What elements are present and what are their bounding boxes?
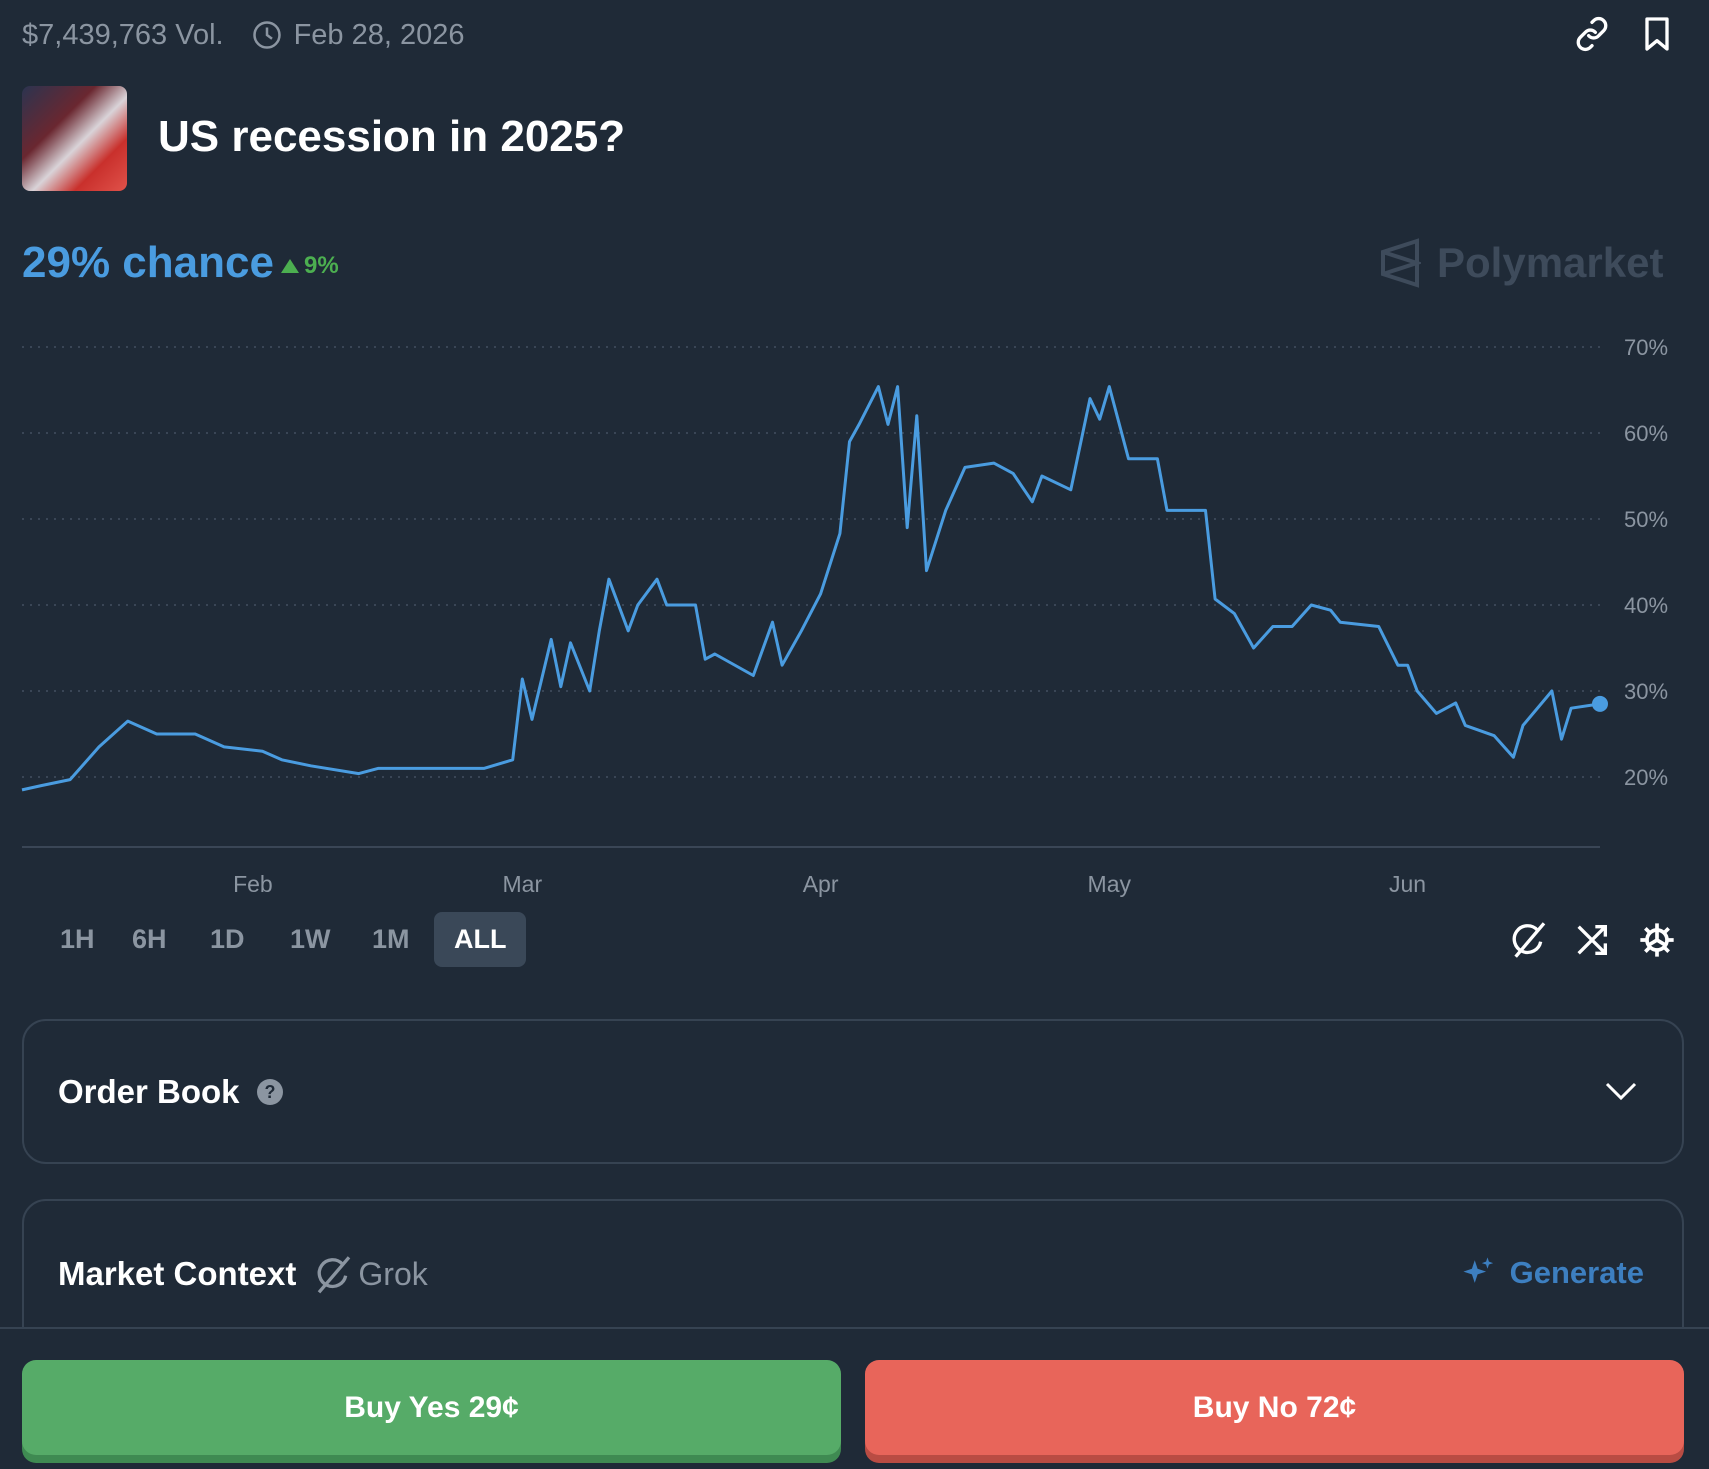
buy-no-button[interactable]: Buy No 72¢ — [865, 1360, 1684, 1455]
price-chart[interactable]: 70% 60% 50% 40% 30% 20% Feb Mar Apr May Jun — [0, 300, 1709, 900]
y-tick-label: 60% — [1624, 421, 1668, 446]
order-book-title: Order Book — [58, 1073, 240, 1110]
clock-icon — [252, 21, 281, 49]
market-context-title: Market Context — [58, 1255, 297, 1292]
grok-logo-icon — [317, 1256, 351, 1294]
generate-button[interactable]: Generate — [1462, 1255, 1644, 1291]
change-value: 9% — [304, 252, 339, 279]
grok-icon[interactable] — [1509, 920, 1549, 960]
link-icon[interactable] — [1572, 14, 1612, 54]
y-tick-label: 30% — [1624, 679, 1668, 704]
change-badge: 9% — [280, 252, 339, 280]
y-tick-label: 70% — [1624, 335, 1668, 360]
triangle-up-icon — [281, 259, 299, 273]
x-tick-label: Feb — [233, 871, 273, 897]
chevron-down-icon[interactable] — [1604, 1079, 1638, 1103]
volume: $7,439,763 Vol. — [22, 18, 224, 51]
chance-value: 29% chance — [22, 238, 274, 287]
brand-name: Polymarket — [1437, 239, 1664, 286]
y-tick-label: 20% — [1624, 765, 1668, 790]
range-all[interactable]: ALL — [434, 912, 527, 967]
x-tick-label: Mar — [503, 871, 543, 897]
range-1h[interactable]: 1H — [60, 924, 95, 954]
range-1d[interactable]: 1D — [210, 924, 245, 954]
range-1m[interactable]: 1M — [372, 924, 410, 954]
range-6h[interactable]: 6H — [132, 924, 167, 954]
end-date: Feb 28, 2026 — [293, 18, 465, 51]
x-tick-label: Jun — [1389, 871, 1426, 897]
market-image — [22, 86, 127, 191]
shuffle-icon[interactable] — [1572, 920, 1612, 960]
polymarket-logo: Polymarket — [1379, 238, 1663, 288]
grok-label: Grok — [358, 1255, 428, 1292]
current-price-dot — [1592, 695, 1608, 712]
y-tick-label: 50% — [1624, 507, 1668, 532]
sparkle-icon — [1463, 1257, 1493, 1283]
polymarket-logo-icon — [1381, 238, 1421, 288]
generate-label: Generate — [1509, 1255, 1644, 1290]
y-tick-label: 40% — [1624, 593, 1668, 618]
market-meta: $7,439,763 Vol. Feb 28, 2026 — [22, 16, 465, 54]
order-book-panel[interactable]: Order Book ? — [22, 1019, 1684, 1164]
x-tick-label: May — [1088, 871, 1132, 897]
range-1w[interactable]: 1W — [290, 924, 331, 954]
settings-icon[interactable] — [1637, 920, 1677, 960]
x-tick-label: Apr — [803, 871, 839, 897]
help-icon[interactable]: ? — [256, 1078, 284, 1106]
bookmark-icon[interactable] — [1637, 14, 1677, 54]
buy-yes-button[interactable]: Buy Yes 29¢ — [22, 1360, 841, 1455]
price-line — [21, 385, 1601, 792]
svg-text:?: ? — [264, 1082, 275, 1102]
market-title: US recession in 2025? — [158, 112, 626, 161]
